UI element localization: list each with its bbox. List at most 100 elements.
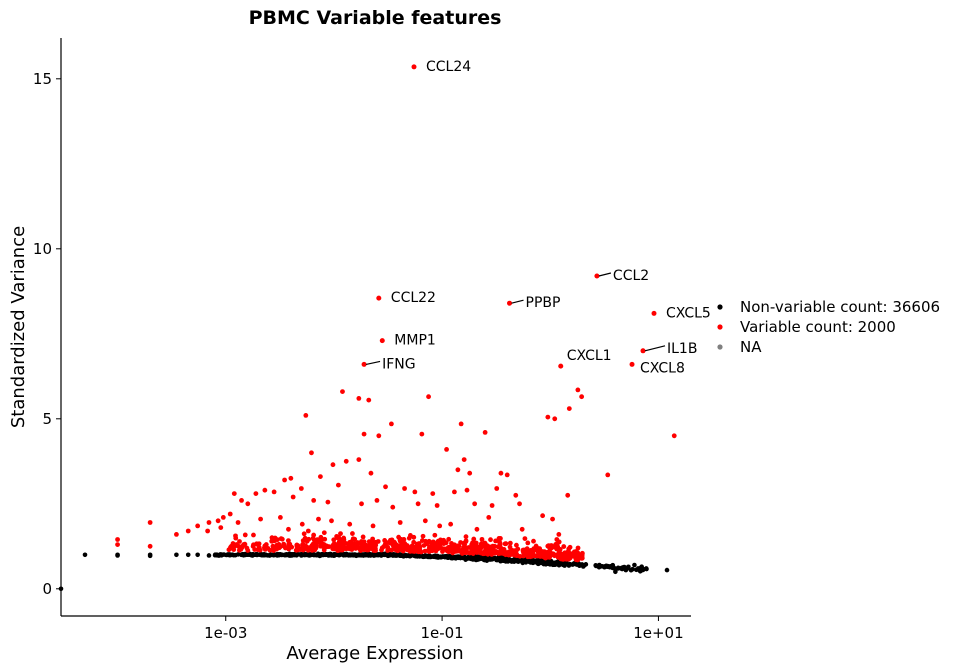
variable-point [318, 534, 324, 540]
variable-point [491, 543, 497, 549]
variable-point [359, 539, 364, 544]
variable-point [258, 516, 263, 522]
variable-point [301, 531, 307, 537]
variable-point [262, 487, 268, 493]
variable-point [393, 547, 399, 553]
variable-point [474, 526, 480, 532]
nonvariable-point [433, 554, 439, 560]
variable-point [235, 520, 241, 525]
variable-point [426, 538, 432, 544]
variable-point [319, 541, 325, 547]
variable-point [278, 536, 284, 542]
variable-point [420, 533, 426, 539]
variable-point [233, 533, 238, 539]
variable-point [356, 396, 362, 401]
variable-point [340, 389, 345, 394]
y-axis-ticks: 0 5 10 15 [33, 70, 61, 598]
variable-point [398, 536, 404, 542]
nonvariable-point [233, 552, 238, 558]
variable-point [370, 539, 376, 545]
nonvariable-point [361, 552, 367, 557]
variable-point [317, 474, 323, 479]
variable-point [343, 458, 349, 464]
variable-point [482, 430, 488, 435]
variable-point [334, 534, 340, 539]
nonvariable-point [613, 569, 618, 575]
variable-point [458, 421, 464, 427]
variable-point [489, 503, 495, 508]
legend-label-1: Variable count: 2000 [740, 318, 896, 336]
variable-point [206, 520, 212, 525]
variable-point [375, 539, 381, 544]
nonvariable-point [227, 552, 233, 558]
variable-point [274, 546, 280, 552]
gene-point-CXCL5 [651, 310, 657, 316]
nonvariable-point [290, 552, 296, 558]
variable-point [452, 489, 457, 495]
gene-point-CCL2 [594, 273, 600, 279]
variable-point [316, 516, 321, 522]
nonvariable-point [174, 552, 179, 558]
variable-point [550, 516, 555, 522]
variable-point [300, 538, 306, 544]
nonvariable-point [546, 561, 552, 567]
variable-point [205, 528, 211, 534]
variable-point [281, 543, 287, 549]
gene-label-IL1B: IL1B [667, 341, 697, 357]
variable-point [115, 542, 120, 547]
nonvariable-point [245, 552, 250, 557]
variable-point [479, 536, 485, 542]
variable-point [466, 550, 472, 555]
variable-point [519, 526, 525, 532]
variable-point [552, 416, 558, 422]
gene-label-CCL2: CCL2 [613, 268, 649, 284]
nonvariable-point [628, 567, 634, 573]
nonvariable-point [460, 555, 465, 561]
variable-point [245, 501, 251, 507]
variable-point [411, 539, 417, 545]
variable-point [309, 450, 314, 456]
variable-point [402, 486, 407, 491]
variable-point [147, 520, 153, 525]
legend-key-1 [717, 324, 723, 330]
nonvariable-point [274, 552, 279, 558]
nonvariable-point [195, 552, 200, 558]
nonvariable-point [368, 552, 374, 558]
nonvariable-point [537, 560, 543, 566]
variable-point [498, 550, 504, 556]
gene-leader-IFNG [365, 360, 381, 365]
variable-point [294, 542, 300, 548]
nonvariable-point [309, 552, 315, 558]
x-axis-ticks: 1e-03 1e-01 1e+01 [204, 616, 684, 642]
gene-label-CCL22: CCL22 [391, 290, 436, 306]
legend: Non-variable count: 36606 Variable count:… [717, 298, 940, 356]
variable-point [399, 546, 405, 552]
variable-point [231, 491, 237, 496]
variable-point [472, 501, 478, 507]
nonvariable-point [530, 559, 535, 564]
variable-point [286, 543, 292, 548]
variable-point [547, 545, 553, 551]
variable-point [235, 543, 241, 549]
variable-point [520, 553, 526, 559]
variable-point [437, 523, 443, 529]
variable-point [415, 501, 421, 507]
variable-point [230, 546, 235, 551]
nonvariable-point [626, 564, 631, 570]
nonvariable-point [414, 553, 420, 559]
variable-point [360, 547, 365, 552]
x-tick-label-2: 1e+01 [633, 624, 683, 642]
variable-point [296, 546, 302, 552]
variable-point [282, 477, 287, 483]
nonvariable-point [481, 556, 486, 562]
variable-point [434, 503, 440, 508]
nonvariable-points [58, 551, 670, 592]
variable-point [502, 549, 508, 555]
variable-point [502, 541, 508, 547]
variable-point [286, 526, 291, 532]
legend-label-2: NA [740, 338, 762, 356]
gene-leader-PPBP [511, 299, 524, 304]
variable-point [347, 546, 353, 552]
variable-point [241, 542, 247, 547]
variable-point [220, 515, 226, 520]
